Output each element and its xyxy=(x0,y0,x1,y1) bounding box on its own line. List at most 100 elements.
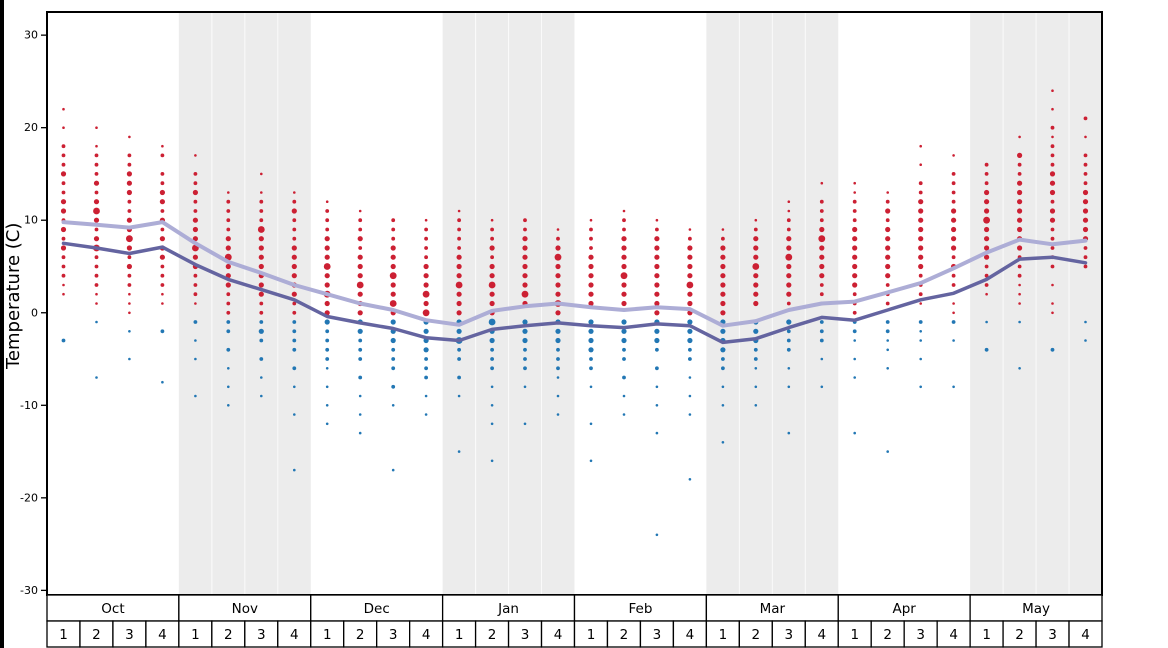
week-number-label: 3 xyxy=(653,627,662,643)
blue-dot xyxy=(556,347,560,352)
red-dot xyxy=(952,154,955,157)
red-dot xyxy=(455,281,463,289)
blue-dot xyxy=(292,366,297,371)
red-dot xyxy=(654,236,660,242)
red-dot xyxy=(357,310,363,316)
red-dot xyxy=(127,162,132,167)
red-dot xyxy=(984,245,990,251)
figure-left-edge xyxy=(0,0,4,648)
week-number-label: 4 xyxy=(949,627,958,643)
red-dot xyxy=(93,236,100,242)
red-dot xyxy=(951,245,957,251)
red-dot xyxy=(424,246,428,250)
red-dot xyxy=(621,291,627,297)
blue-dot xyxy=(786,338,791,343)
red-dot xyxy=(457,227,461,232)
red-dot xyxy=(951,283,956,287)
red-dot xyxy=(489,300,495,307)
red-dot xyxy=(786,273,792,279)
red-dot xyxy=(1050,125,1055,130)
red-dot xyxy=(126,245,132,251)
week-number-label: 4 xyxy=(158,627,167,643)
red-dot xyxy=(1050,236,1055,241)
blue-dot xyxy=(293,385,296,389)
red-dot xyxy=(588,300,594,307)
red-dot xyxy=(61,273,66,278)
red-dot xyxy=(951,255,956,260)
red-dot xyxy=(424,236,428,241)
red-dot xyxy=(984,208,990,214)
red-dot xyxy=(951,226,957,233)
blue-dot xyxy=(324,319,330,325)
week-number-label: 3 xyxy=(257,627,266,643)
red-dot xyxy=(852,254,858,260)
red-dot xyxy=(918,292,923,297)
blue-dot xyxy=(424,413,428,416)
red-dot xyxy=(357,291,363,297)
week-number-label: 4 xyxy=(422,627,431,643)
blue-dot xyxy=(654,337,660,344)
red-dot xyxy=(588,291,594,297)
red-dot xyxy=(753,300,759,307)
red-dot xyxy=(919,302,922,305)
blue-dot xyxy=(258,328,264,334)
red-dot xyxy=(985,292,988,296)
blue-dot xyxy=(128,357,131,361)
red-dot xyxy=(819,199,824,204)
week-cell xyxy=(1068,620,1103,648)
blue-dot xyxy=(622,357,626,361)
blue-dot xyxy=(325,347,330,352)
red-dot xyxy=(357,273,363,279)
red-dot xyxy=(786,245,792,251)
red-dot xyxy=(95,144,98,148)
month-cell xyxy=(705,594,839,622)
blue-dot xyxy=(556,357,560,361)
blue-dot xyxy=(358,338,363,343)
blue-dot xyxy=(391,347,396,352)
red-dot xyxy=(1017,245,1023,251)
blue-dot xyxy=(655,533,659,537)
blue-dot xyxy=(523,357,527,361)
red-dot xyxy=(125,235,133,243)
red-dot xyxy=(787,200,791,203)
red-dot xyxy=(62,292,65,296)
blue-dot xyxy=(358,431,362,435)
red-dot xyxy=(1083,172,1088,176)
blue-dot xyxy=(488,318,496,326)
red-dot xyxy=(127,283,132,287)
blue-dot xyxy=(457,357,461,361)
red-dot xyxy=(918,263,924,270)
red-dot xyxy=(193,292,198,297)
blue-dot xyxy=(227,367,230,370)
week-number-label: 1 xyxy=(587,627,596,643)
blue-dot xyxy=(523,422,527,426)
week-cell xyxy=(409,620,444,648)
red-dot xyxy=(291,263,297,270)
red-dot xyxy=(819,226,825,233)
blue-dot xyxy=(490,459,494,463)
blue-dot xyxy=(457,450,461,453)
blue-dot xyxy=(1084,320,1087,324)
red-dot xyxy=(885,208,891,214)
red-dot xyxy=(324,236,330,242)
blue-dot xyxy=(391,384,396,389)
red-dot xyxy=(60,208,67,214)
red-dot xyxy=(226,310,231,315)
red-dot xyxy=(1049,189,1056,196)
red-dot xyxy=(1049,171,1056,177)
red-dot xyxy=(161,292,164,296)
blue-dot xyxy=(523,385,527,389)
blue-dot xyxy=(95,376,98,379)
red-dot xyxy=(1083,181,1088,186)
week-number-label: 3 xyxy=(785,627,794,643)
red-dot xyxy=(60,226,67,233)
week-number-label: 3 xyxy=(521,627,530,643)
red-dot xyxy=(291,208,297,214)
red-dot xyxy=(753,236,759,242)
red-dot xyxy=(918,199,924,205)
blue-dot xyxy=(490,357,494,361)
y-tick-label: -10 xyxy=(20,399,38,412)
red-dot xyxy=(1017,226,1023,233)
blue-dot xyxy=(325,367,329,370)
blue-dot xyxy=(819,320,824,324)
